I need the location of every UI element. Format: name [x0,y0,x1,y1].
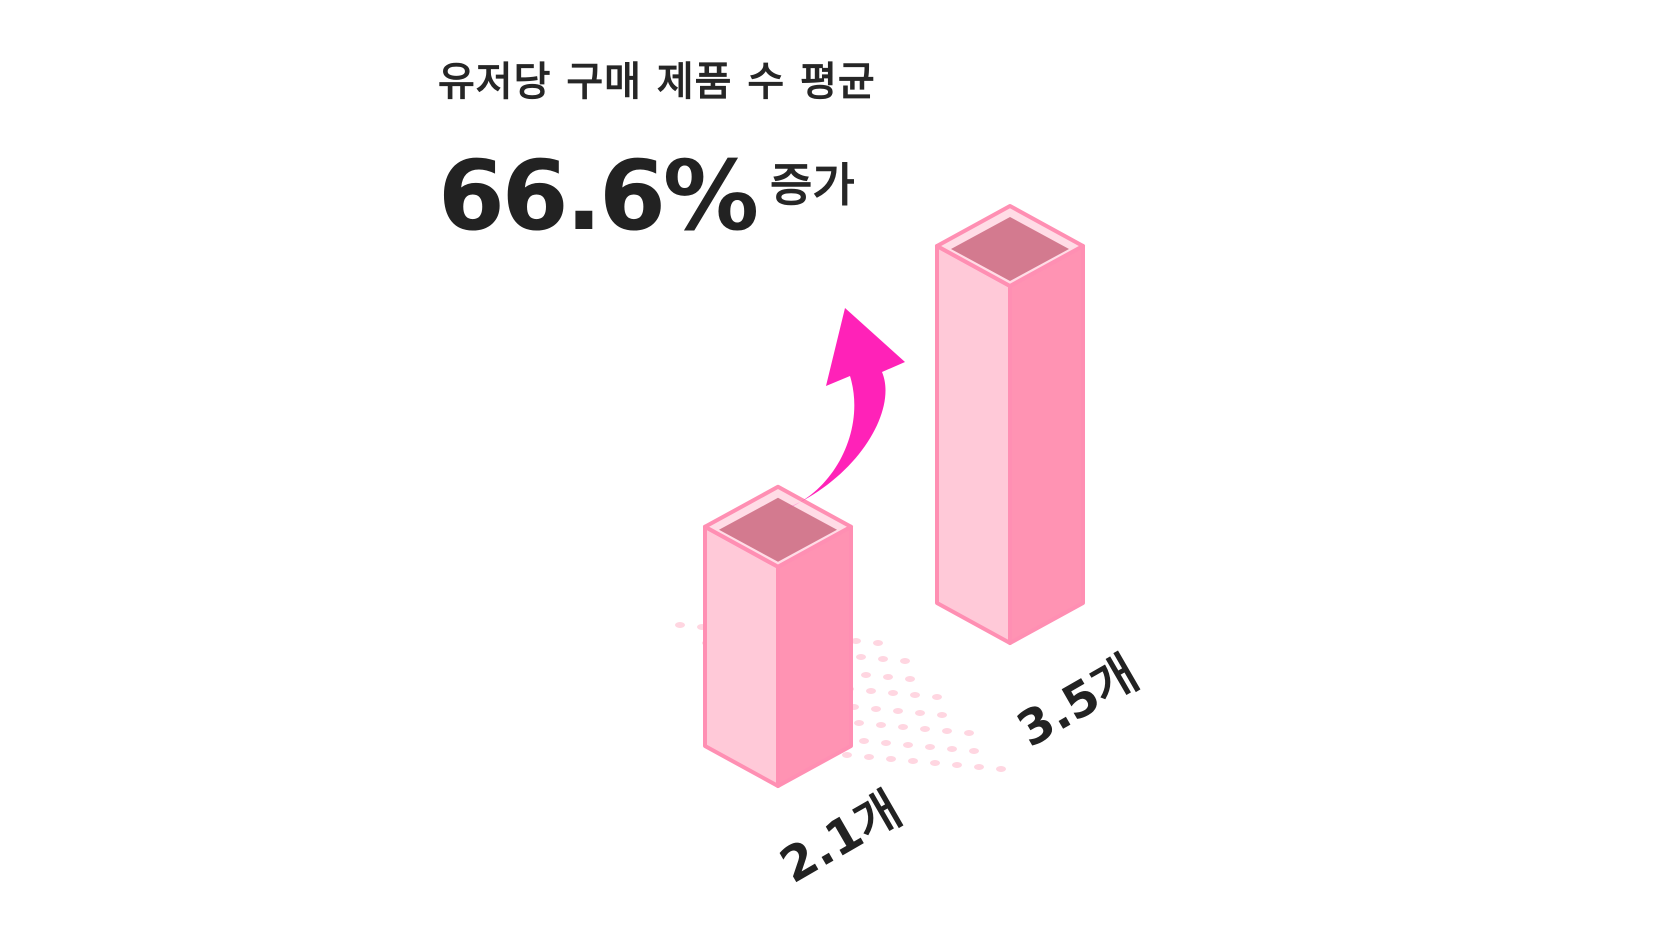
bar-1 [703,484,853,788]
bar-top-opening [951,217,1069,281]
floor-dot [876,722,886,728]
growth-arrow-shape [786,308,905,509]
floor-dot [905,676,915,682]
floor-dot [864,754,874,760]
floor-dot [866,688,876,694]
bar-front-face [703,524,780,788]
floor-dot [675,622,685,628]
floor-dot [930,760,940,766]
headline-suffix: 증가 [770,158,855,212]
floor-dot [996,766,1006,772]
chart-subtitle: 유저당 구매 제품 수 평균 [438,59,876,105]
floor-dot [969,748,979,754]
floor-dot [908,758,918,764]
floor-dot [942,728,952,734]
floor-dot [964,730,974,736]
floor-dot [937,712,947,718]
headline: 66.6% 증가 [438,148,855,244]
floor-dot [851,638,861,644]
floor-dot [932,694,942,700]
floor-dot [856,654,866,660]
bar-side-face [776,524,853,788]
floor-dot [888,690,898,696]
floor-dot [952,762,962,768]
floor-dot [900,658,910,664]
floor-dot [903,742,913,748]
floor-dot [873,640,883,646]
bar-data-label: 3.5개 [1008,645,1148,758]
floor-dot [898,724,908,730]
floor-dot [925,744,935,750]
floor-dot [878,656,888,662]
bar-side-face [1008,244,1085,645]
floor-dot [910,692,920,698]
bar-front-face [935,244,1012,645]
floor-dot [915,710,925,716]
floor-dot [842,752,852,758]
floor-dot [886,756,896,762]
title-block: 유저당 구매 제품 수 평균 66.6% 증가 [438,59,876,244]
floor-dot [861,672,871,678]
growth-arrow [786,308,905,509]
floor-dot [883,674,893,680]
bars [703,204,1085,788]
headline-value: 66.6% [438,140,759,252]
floor-dot [859,738,869,744]
bar-data-label: 2.1개 [771,781,911,894]
floor-dot [893,708,903,714]
floor-dot [974,764,984,770]
bar-2 [935,204,1085,645]
floor-dot [881,740,891,746]
floor-dot [947,746,957,752]
bar-top-opening [719,497,837,562]
floor-dot [920,726,930,732]
floor-dot [871,706,881,712]
floor-dot [854,720,864,726]
